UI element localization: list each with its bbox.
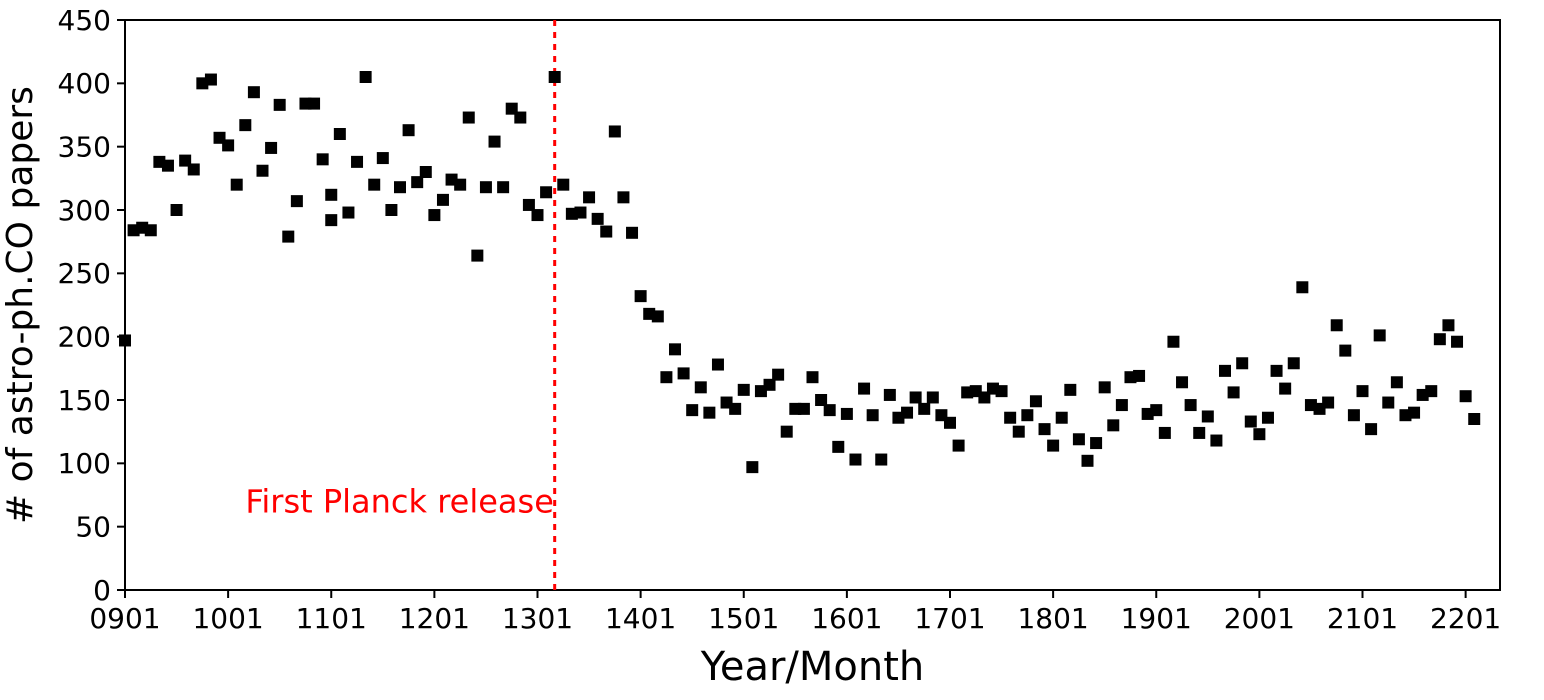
chart-svg: 0901 1001 1101 1201 1301 1401 1501 1601 1701 1801… xyxy=(0,0,1544,700)
planck-release-annotation: First Planck release xyxy=(245,483,554,521)
x-tick-label: 2201 xyxy=(1430,602,1501,635)
x-tick-label: 1801 xyxy=(1017,602,1088,635)
x-tick-label: 1501 xyxy=(708,602,779,635)
x-tick-label: 1201 xyxy=(399,602,470,635)
x-tick-label: 1901 xyxy=(1121,602,1192,635)
y-axis-label: # of astro-ph.CO papers xyxy=(0,86,41,524)
x-tick-label: 1001 xyxy=(192,602,263,635)
x-tick-label: 2001 xyxy=(1224,602,1295,635)
y-tick-label: 50 xyxy=(75,510,111,543)
x-tick-label: 1401 xyxy=(605,602,676,635)
x-tick-label: 1301 xyxy=(502,602,573,635)
y-tick-label: 200 xyxy=(58,320,111,353)
x-tick-label: 1601 xyxy=(811,602,882,635)
x-axis-label: Year/Month xyxy=(700,644,925,690)
y-tick-label: 450 xyxy=(58,4,111,37)
y-tick-label: 0 xyxy=(93,574,111,607)
y-tick-label: 150 xyxy=(58,384,111,417)
x-tick-label: 1101 xyxy=(296,602,367,635)
x-tick-label: 2101 xyxy=(1327,602,1398,635)
x-tick-label: 0901 xyxy=(89,602,160,635)
y-tick-label: 350 xyxy=(58,130,111,163)
y-tick-label: 250 xyxy=(58,257,111,290)
y-tick-label: 400 xyxy=(58,67,111,100)
x-tick-label: 1701 xyxy=(914,602,985,635)
scatter-chart: 0901 1001 1101 1201 1301 1401 1501 1601 1701 1801… xyxy=(0,0,1544,700)
y-tick-label: 300 xyxy=(58,194,111,227)
y-tick-label: 100 xyxy=(58,447,111,480)
